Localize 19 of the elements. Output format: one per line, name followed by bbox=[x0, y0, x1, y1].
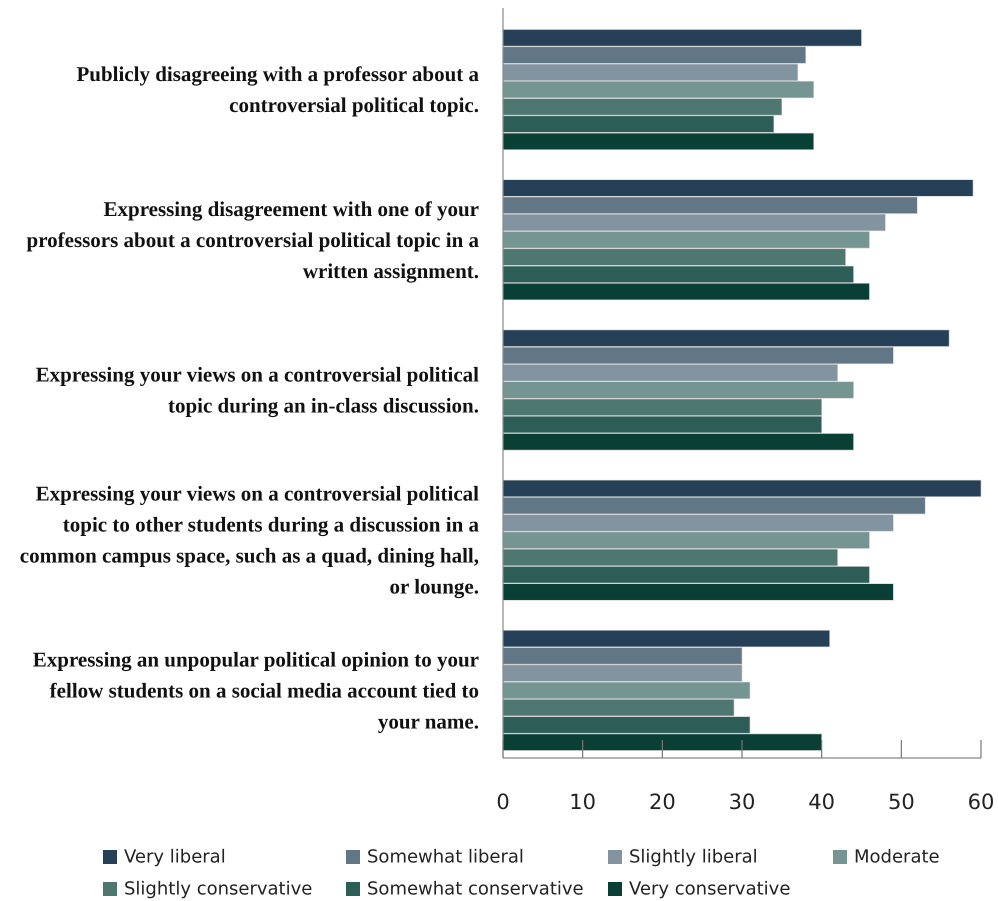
x-tick-label: 10 bbox=[569, 790, 596, 814]
x-tick-label: 40 bbox=[808, 790, 836, 814]
legend-label: Slightly conservative bbox=[124, 878, 312, 900]
x-tick-label: 60 bbox=[968, 790, 994, 814]
y-tick-label: Expressing an unpopular political opinion to your fellow students on a social media account tied to your name. bbox=[32, 647, 479, 734]
legend-label: Very liberal bbox=[124, 846, 226, 868]
y-tick-label: Publicly disagreeing with a professor about a controversial political topic. bbox=[76, 62, 480, 118]
legend-label: Moderate bbox=[854, 846, 940, 868]
legend-label: Slightly liberal bbox=[629, 846, 758, 868]
legend-label: Somewhat conservative bbox=[367, 878, 584, 900]
y-tick-label: Expressing your views on a controversial political topic to other students during a discussion in a common campus space, such as a quad, dining hall, or lounge. bbox=[20, 482, 480, 599]
y-tick-label: Expressing your views on a controversial political topic during an in-class discussion. bbox=[36, 362, 480, 418]
x-tick-label: 0 bbox=[496, 790, 510, 814]
legend-label: Very conservative bbox=[629, 878, 790, 900]
x-tick-label: 20 bbox=[648, 790, 676, 814]
y-tick-label: Expressing disagreement with one of your professors about a controversial political topic in a written assignment. bbox=[26, 196, 480, 283]
x-tick-label: 30 bbox=[728, 790, 756, 814]
legend-label: Somewhat liberal bbox=[367, 846, 524, 868]
x-tick-label: 50 bbox=[888, 790, 915, 814]
